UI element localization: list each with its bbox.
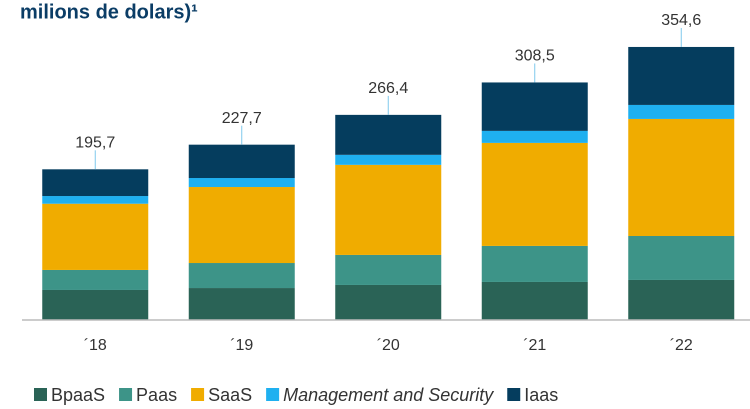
bar-segment [335, 154, 442, 165]
legend-label: SaaS [208, 385, 252, 405]
bar-segment [628, 235, 735, 280]
bar-segment [481, 142, 588, 246]
legend-label: BpaaS [51, 385, 105, 405]
x-tick-label: ´19 [230, 337, 253, 354]
total-label: 266,4 [368, 80, 408, 97]
bar-segment [481, 281, 588, 320]
bar-segment [188, 263, 295, 289]
total-label: 195,7 [75, 135, 115, 152]
legend-swatch [266, 388, 280, 401]
bar-segment [335, 254, 442, 285]
bar-segment [481, 130, 588, 143]
total-label: 308,5 [515, 48, 555, 65]
bar-segment [188, 288, 295, 320]
bar-segment [188, 178, 295, 188]
bar-segment [42, 289, 149, 320]
legend-label: Paas [136, 385, 177, 405]
bar-segment [481, 82, 588, 131]
bar-segment [188, 144, 295, 179]
bar-segment [335, 164, 442, 255]
bar-segment [188, 187, 295, 264]
total-label: 227,7 [222, 110, 262, 127]
bar-segment [335, 114, 442, 155]
bar-segment [628, 46, 735, 105]
bar-segment [335, 284, 442, 320]
legend-label: Iaas [524, 385, 558, 405]
bar-segment [42, 203, 149, 270]
x-tick-label: ´18 [84, 337, 107, 354]
chart-title: milions de dolars)¹ [20, 1, 198, 23]
bar-segment [42, 269, 149, 290]
legend-swatch [34, 388, 47, 401]
legend-swatch [119, 388, 133, 401]
bar-segment [481, 245, 588, 282]
x-tick-label: ´20 [377, 337, 400, 354]
x-tick-label: ´21 [523, 337, 546, 354]
legend-swatch [191, 388, 205, 401]
bar-segment [42, 169, 149, 197]
legend-label: Management and Security [283, 385, 494, 405]
bar-segment [628, 279, 735, 320]
x-tick-label: ´22 [670, 337, 693, 354]
bar-segment [628, 104, 735, 119]
bar-segment [628, 118, 735, 236]
legend-swatch [507, 388, 521, 401]
bar-segment [42, 196, 149, 204]
total-label: 354,6 [661, 12, 701, 29]
